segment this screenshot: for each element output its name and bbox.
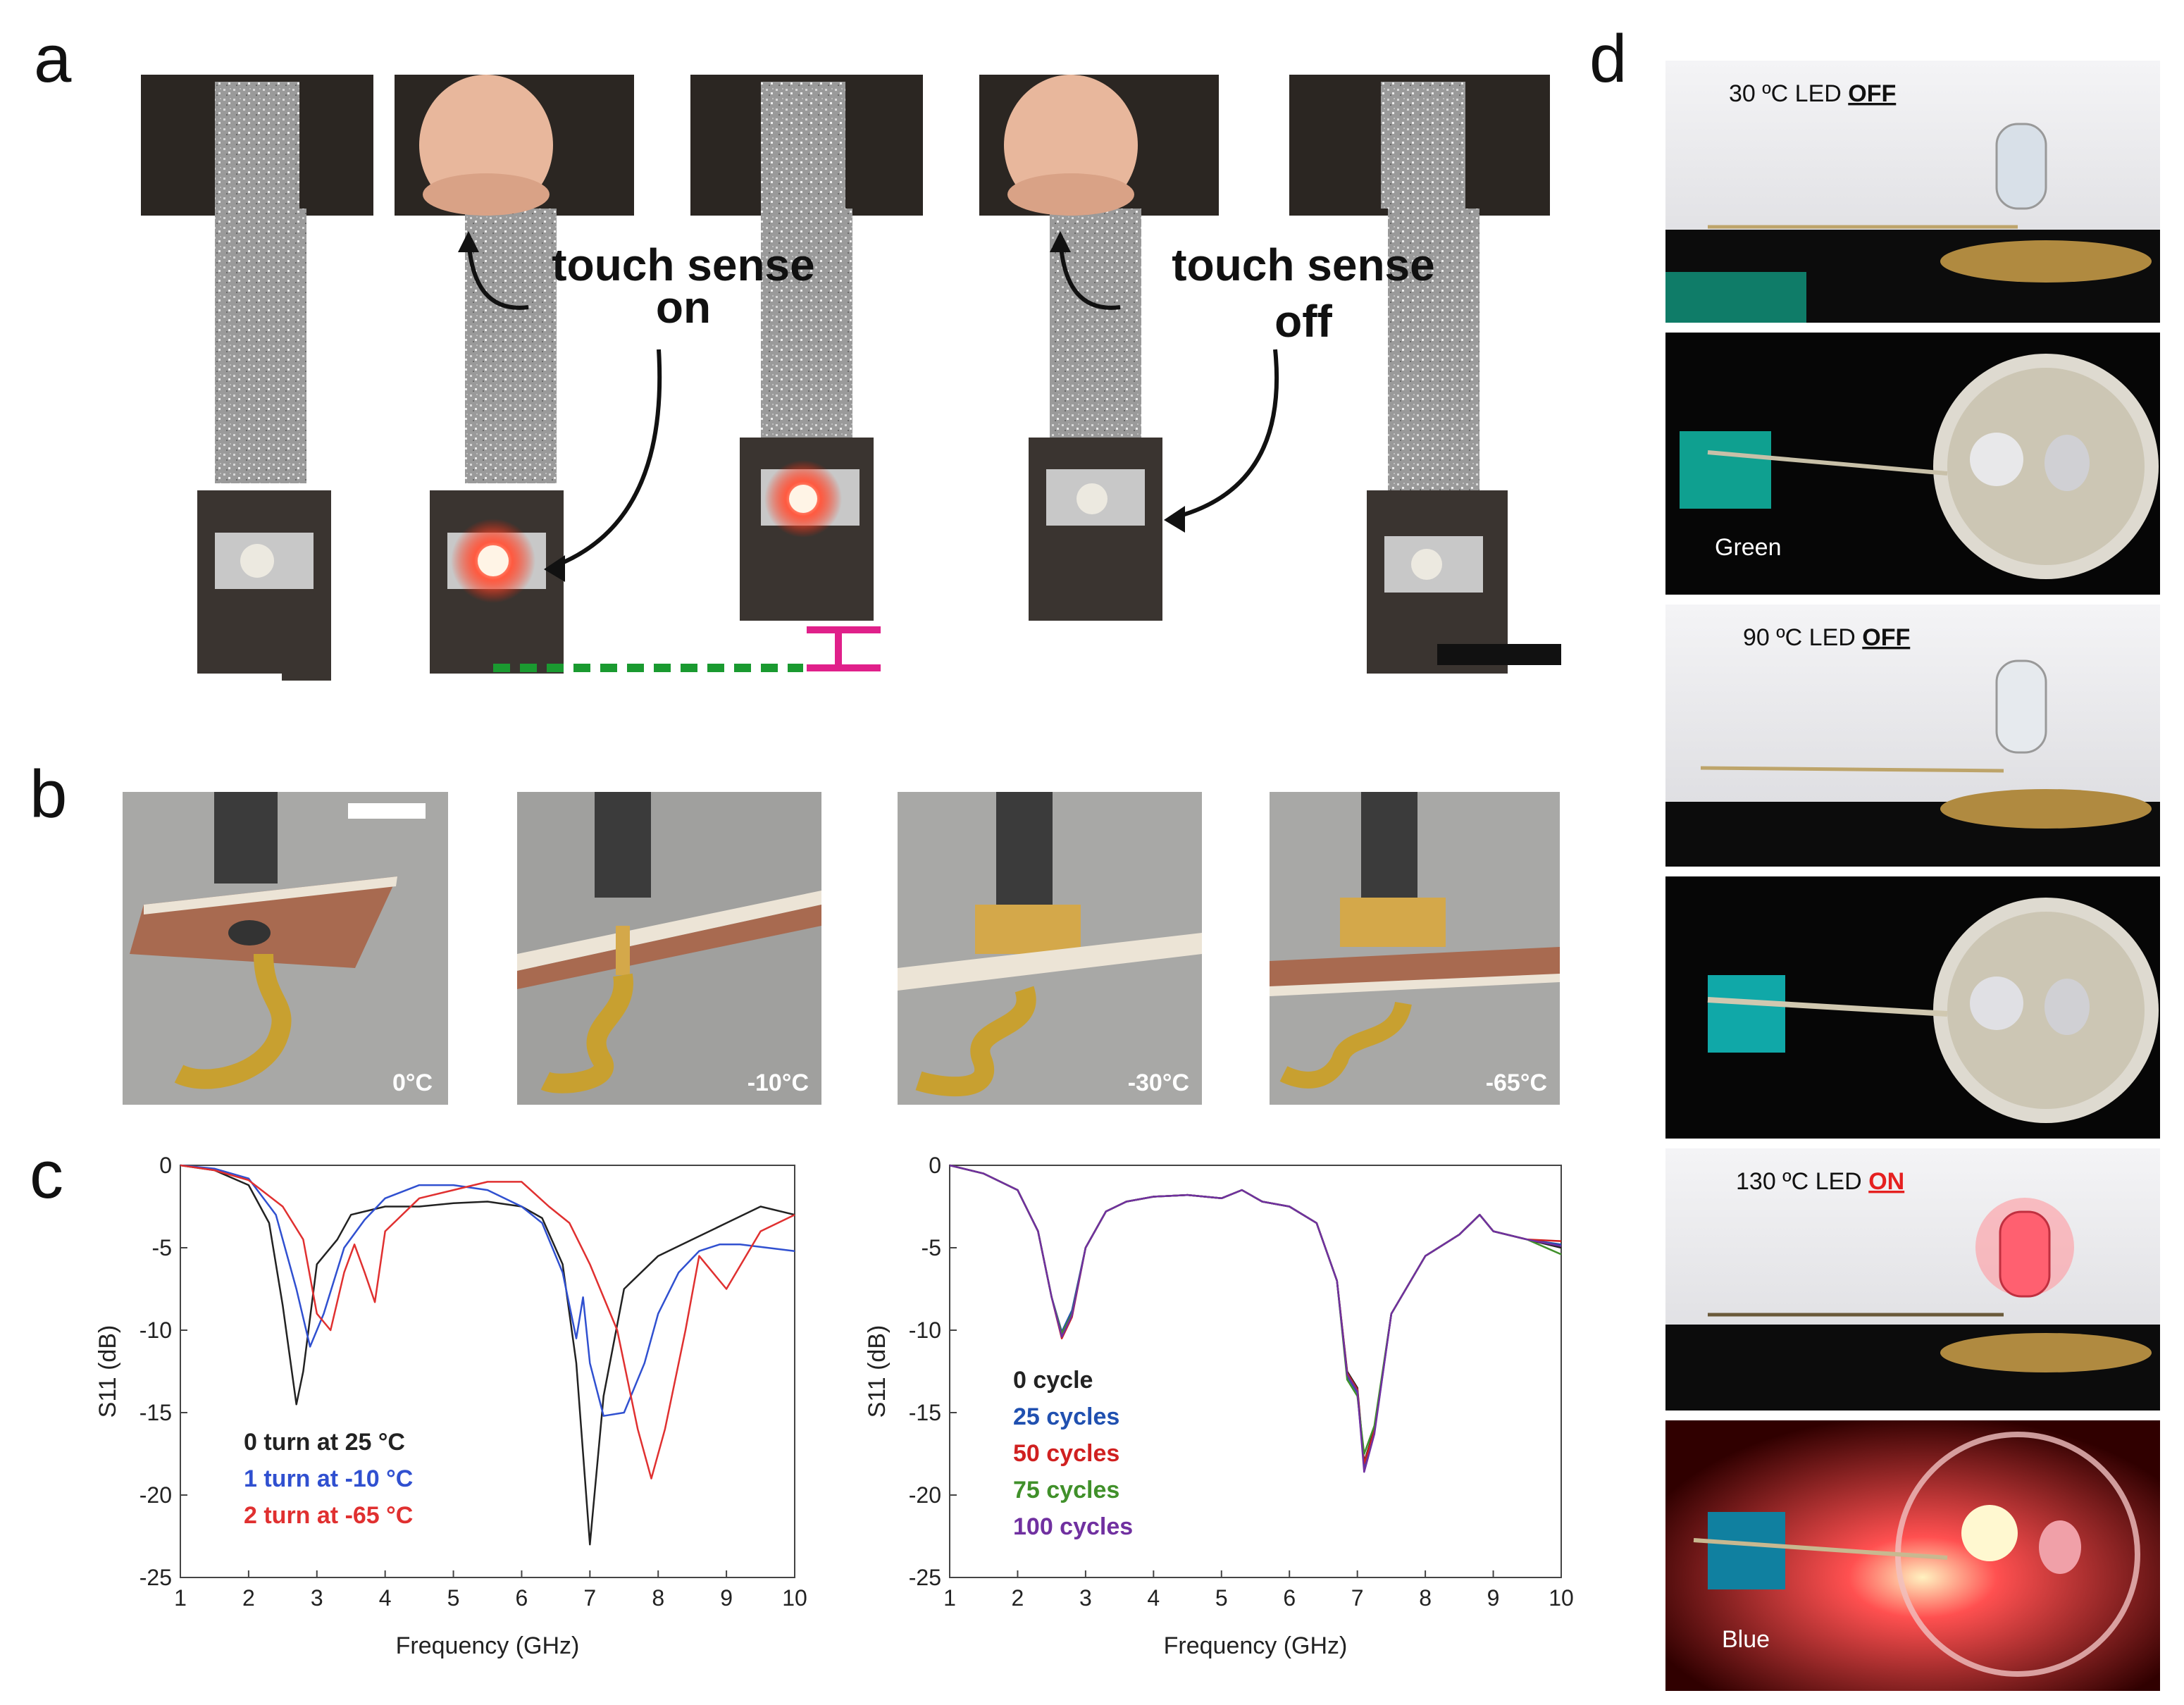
x-tick-label: 10 (1549, 1585, 1574, 1611)
caption-90c-state: OFF (1862, 624, 1910, 651)
temp-label-1: -10°C (747, 1070, 809, 1096)
y-tick-label: -15 (909, 1400, 941, 1425)
panel-b-photo-4: -65°C (1270, 792, 1560, 1105)
x-axis-label: Frequency (GHz) (1164, 1632, 1348, 1659)
swatch-label-blue: Blue (1722, 1626, 1770, 1653)
panel-d-photos: 30 ºC LED OFF Green 90 ºC LED OFF (1665, 61, 2160, 1691)
panel-label-b: b (30, 757, 68, 832)
plot-frame (180, 1165, 795, 1578)
x-tick-label: 3 (1079, 1585, 1092, 1611)
x-tick-label: 5 (447, 1585, 460, 1611)
chart-s11-temperature: 1 2 3 4 5 6 7 8 9 10 0 -5 -10 -15 -20 -25 Frequency (GHz… (94, 1153, 807, 1659)
legend-entry-1: 0 turn at 25 °C (244, 1429, 405, 1456)
photo-d-90c-side: 90 ºC LED OFF (1665, 604, 2160, 867)
touch-sense-off-line1: touch sense (1172, 240, 1434, 290)
photo-d-130c-side: 130 ºC LED ON (1665, 1148, 2160, 1410)
frame-4 (979, 75, 1219, 621)
caption-30c-state: OFF (1848, 80, 1896, 107)
touch-arrows (466, 236, 1279, 570)
caption-30c: 30 ºC LED (1729, 80, 1848, 107)
frame-5 (1289, 75, 1550, 674)
legend-entry-2: 1 turn at -10 °C (244, 1465, 413, 1492)
temp-label-2: -30°C (1128, 1070, 1189, 1096)
panel-b-photo-1: 0°C (123, 792, 448, 1105)
x-tick-label: 2 (1012, 1585, 1024, 1611)
x-tick-label: 3 (311, 1585, 323, 1611)
svg-text:30 ºC LED OFF: 30 ºC LED OFF (1729, 80, 1896, 107)
series-line-2 (180, 1164, 795, 1417)
caption-130c-state: ON (1868, 1168, 1904, 1195)
x-tick-label: 1 (174, 1585, 187, 1611)
panel-label-d: d (1589, 21, 1627, 97)
y-tick-label: -5 (152, 1235, 172, 1260)
y-tick-label: -20 (139, 1482, 172, 1508)
caption-90c: 90 ºC LED (1743, 624, 1862, 651)
chart-s11-cycles: 1 2 3 4 5 6 7 8 9 10 0 -5 -10 -15 -20 -25 Frequency (GHz… (864, 1153, 1574, 1659)
series-line-3 (180, 1164, 795, 1480)
legend-entry-2: 25 cycles (1013, 1403, 1119, 1430)
frame-1 (141, 75, 373, 681)
panel-a-photo: touch sense on touch sense off (134, 68, 1571, 681)
scale-bar-b (348, 803, 426, 819)
x-tick-label: 9 (720, 1585, 733, 1611)
legend-entry-3: 50 cycles (1013, 1440, 1119, 1467)
x-axis-label: Frequency (GHz) (396, 1632, 580, 1659)
x-tick-label: 8 (1419, 1585, 1432, 1611)
x-tick-label: 7 (583, 1585, 596, 1611)
legend-entry-3: 2 turn at -65 °C (244, 1502, 413, 1529)
legend-entry-1: 0 cycle (1013, 1367, 1093, 1394)
temp-label-0: 0°C (392, 1070, 433, 1096)
frame-2 (395, 75, 634, 674)
x-tick-label: 4 (1147, 1585, 1160, 1611)
y-tick-label: 0 (159, 1153, 172, 1178)
y-tick-label: -25 (139, 1565, 172, 1590)
scale-bar (1437, 644, 1561, 665)
y-tick-label: -10 (139, 1318, 172, 1343)
touch-sense-on-line1: touch sense (552, 240, 814, 290)
photo-d-blue-top: Blue (1665, 1420, 2160, 1691)
x-tick-label: 7 (1351, 1585, 1364, 1611)
x-tick-label: 6 (516, 1585, 528, 1611)
x-tick-label: 10 (782, 1585, 807, 1611)
y-tick-label: -5 (922, 1235, 941, 1260)
swatch-label-green: Green (1715, 534, 1782, 561)
y-axis-label: S11 (dB) (94, 1325, 121, 1418)
y-tick-label: 0 (929, 1153, 941, 1178)
temp-label-3: -65°C (1486, 1070, 1547, 1096)
frame-3 (690, 75, 923, 621)
y-tick-label: -10 (909, 1318, 941, 1343)
legend-entry-4: 75 cycles (1013, 1477, 1119, 1504)
y-tick-label: -20 (909, 1482, 941, 1508)
legend-entry-5: 100 cycles (1013, 1513, 1133, 1540)
x-tick-label: 6 (1283, 1585, 1296, 1611)
y-tick-label: -25 (909, 1565, 941, 1590)
x-tick-label: 1 (943, 1585, 956, 1611)
x-tick-label: 8 (652, 1585, 664, 1611)
touch-sense-off-line2: off (1274, 296, 1332, 347)
photo-d-teal-top (1665, 876, 2160, 1139)
magenta-bracket (807, 626, 881, 671)
caption-130c: 130 ºC LED (1736, 1168, 1868, 1195)
x-tick-label: 4 (379, 1585, 392, 1611)
y-axis-label: S11 (dB) (864, 1325, 891, 1418)
series-line-1 (180, 1164, 795, 1546)
panel-label-a: a (34, 21, 72, 97)
x-tick-label: 2 (242, 1585, 255, 1611)
y-tick-label: -15 (139, 1400, 172, 1425)
panel-label-c: c (30, 1137, 63, 1213)
x-tick-label: 5 (1215, 1585, 1228, 1611)
panel-b-photo-2: -10°C (517, 792, 821, 1105)
panel-b-photo-3: -30°C (898, 792, 1202, 1105)
photo-d-30c-side: 30 ºC LED OFF (1665, 61, 2160, 323)
svg-text:90 ºC LED OFF: 90 ºC LED OFF (1743, 624, 1910, 651)
series-line-5 (949, 1164, 1562, 1473)
photo-d-green-top: Green (1665, 333, 2160, 595)
touch-sense-on-line2: on (656, 282, 711, 333)
x-tick-label: 9 (1487, 1585, 1500, 1611)
svg-text:130 ºC LED ON: 130 ºC LED ON (1736, 1168, 1904, 1195)
